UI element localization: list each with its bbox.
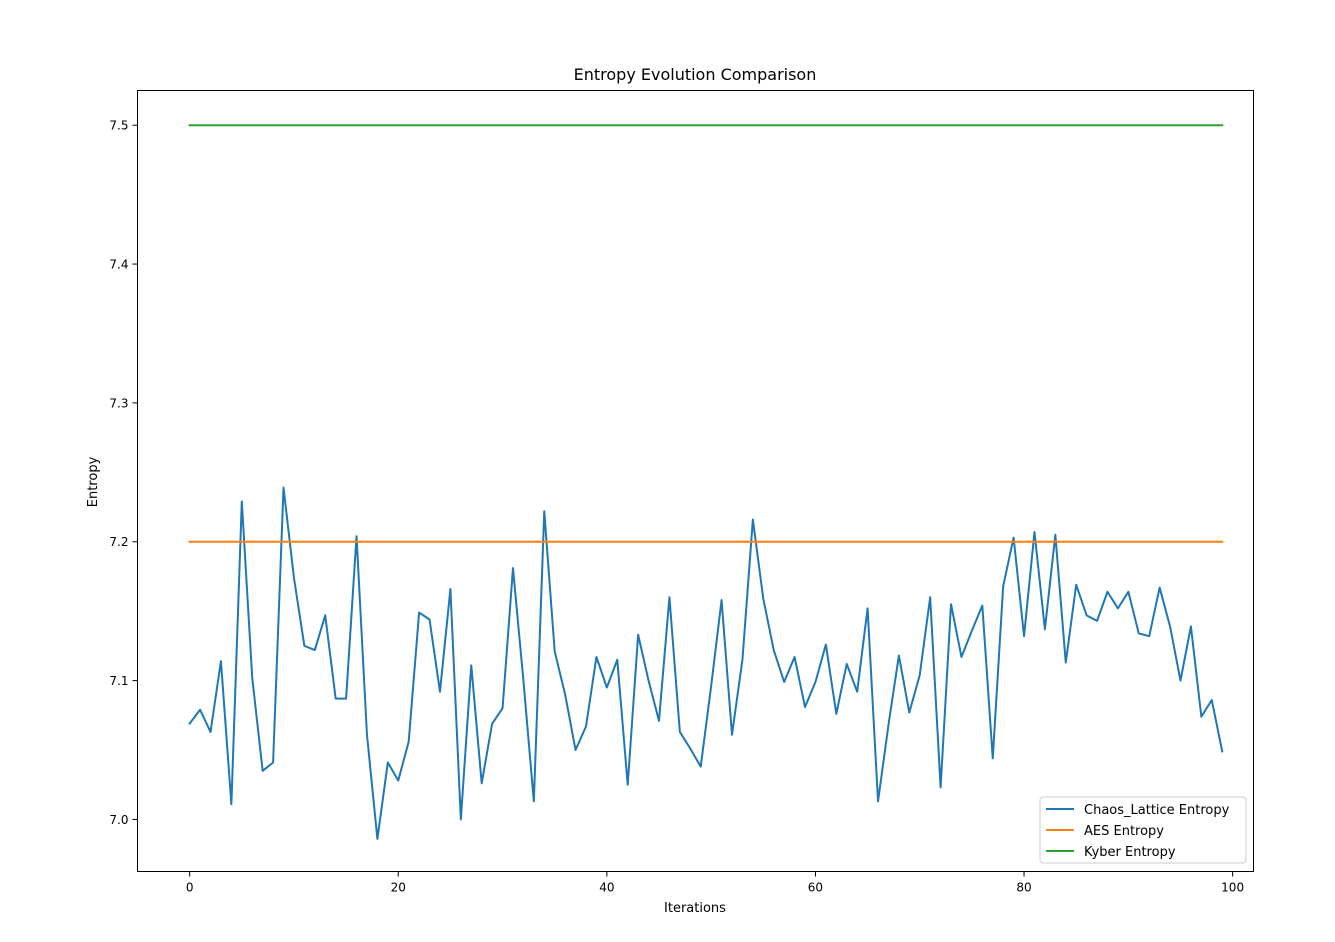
y-tick-label: 7.1	[109, 674, 128, 688]
y-tick-label: 7.2	[109, 535, 128, 549]
x-tick-label: 60	[808, 881, 823, 895]
legend-box	[1039, 796, 1247, 864]
x-tick-label: 80	[1016, 881, 1031, 895]
y-axis: 7.0 7.1 7.2 7.3 7.4 7.5	[109, 119, 138, 827]
x-tick-label: 20	[391, 881, 406, 895]
y-tick-label: 7.0	[109, 813, 128, 827]
legend: Chaos_Lattice Entropy AES Entropy Kyber En…	[1039, 796, 1247, 864]
y-tick-label: 7.4	[109, 258, 128, 272]
axes-frame	[137, 90, 1254, 872]
x-tick-label: 0	[186, 881, 194, 895]
y-axis-label: Entropy	[86, 456, 101, 507]
x-tick-label: 100	[1221, 881, 1244, 895]
chart-title: Entropy Evolution Comparison	[574, 65, 817, 84]
legend-label: Chaos_Lattice Entropy	[1084, 803, 1230, 818]
series-line-0	[188, 486, 1224, 840]
legend-label: Kyber Entropy	[1084, 845, 1176, 860]
x-tick-label: 40	[599, 881, 614, 895]
y-tick-label: 7.5	[109, 119, 128, 133]
x-axis: 0 20 40 60 80 100	[186, 871, 1244, 895]
legend-label: AES Entropy	[1084, 824, 1164, 839]
y-tick-label: 7.3	[109, 396, 128, 410]
plot-area	[188, 124, 1224, 840]
x-axis-label: Iterations	[664, 901, 726, 916]
